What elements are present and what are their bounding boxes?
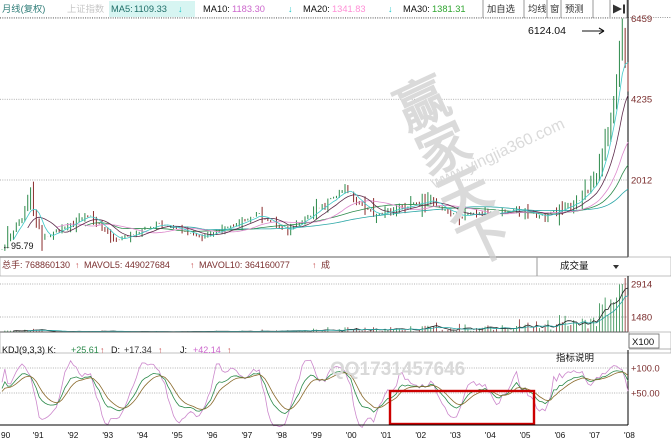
svg-text:↓: ↓: [288, 4, 293, 14]
svg-text:↑: ↑: [227, 345, 231, 355]
svg-text:+100.0: +100.0: [631, 363, 660, 373]
svg-text:4235: 4235: [631, 95, 652, 106]
svg-text:指标说明: 指标说明: [556, 352, 594, 364]
svg-text:1109.33: 1109.33: [134, 4, 167, 14]
svg-text:成: 成: [321, 259, 330, 270]
svg-text:QQ1731457646: QQ1731457646: [330, 359, 465, 380]
svg-text:MAVOL10: 364160077: MAVOL10: 364160077: [199, 260, 290, 270]
svg-text:总手: 768860130: 总手: 768860130: [2, 259, 70, 270]
svg-text:'04: '04: [485, 430, 496, 440]
svg-text:MA30:: MA30:: [403, 4, 430, 14]
svg-text:↑: ↑: [75, 260, 79, 270]
svg-text:↑: ↑: [190, 260, 194, 270]
svg-text:'07: '07: [589, 430, 600, 440]
svg-text:MAVOL5: 449027684: MAVOL5: 449027684: [84, 260, 170, 270]
svg-text:1183.30: 1183.30: [232, 4, 265, 14]
svg-text:'01: '01: [381, 430, 392, 440]
svg-text:'99: '99: [311, 430, 322, 440]
svg-text:'00: '00: [346, 430, 357, 440]
svg-text:加自选: 加自选: [487, 3, 515, 14]
svg-text:2914: 2914: [631, 279, 652, 290]
svg-text:J:: J:: [180, 345, 187, 355]
svg-text:6459: 6459: [631, 14, 652, 25]
svg-text:月线(复权): 月线(复权): [2, 3, 45, 14]
svg-text:+42.14: +42.14: [193, 345, 221, 355]
svg-text:1480: 1480: [631, 312, 652, 323]
svg-text:1341.83: 1341.83: [332, 4, 366, 14]
svg-text:←95.79: ←95.79: [2, 241, 34, 251]
svg-text:'95: '95: [172, 430, 183, 440]
svg-text:'91: '91: [33, 430, 44, 440]
svg-text:MA5:: MA5:: [111, 4, 133, 14]
svg-text:'08: '08: [624, 430, 635, 440]
svg-text:KDJ(9,3,3) K:: KDJ(9,3,3) K:: [2, 345, 56, 355]
svg-text:MA10:: MA10:: [203, 4, 230, 14]
svg-text:↓: ↓: [388, 4, 393, 14]
svg-text:↓: ↓: [178, 4, 183, 14]
svg-text:'98: '98: [276, 430, 287, 440]
svg-text:+25.61: +25.61: [71, 345, 99, 355]
svg-text:MA20:: MA20:: [303, 4, 330, 14]
svg-text:'02: '02: [415, 430, 426, 440]
svg-text:'92: '92: [68, 430, 79, 440]
svg-text:↑: ↑: [158, 345, 162, 355]
svg-text:↑: ↑: [100, 345, 104, 355]
svg-text:'03: '03: [450, 430, 461, 440]
svg-text:6124.04: 6124.04: [528, 25, 566, 37]
svg-text:上证指数: 上证指数: [67, 3, 105, 14]
svg-text:+17.34: +17.34: [124, 345, 152, 355]
svg-text:↑: ↑: [312, 260, 316, 270]
svg-text:预测: 预测: [565, 4, 584, 14]
svg-text:'05: '05: [520, 430, 531, 440]
svg-text:1381.31: 1381.31: [432, 4, 466, 14]
svg-text:X100: X100: [632, 337, 654, 348]
svg-text:成交量: 成交量: [560, 260, 589, 272]
svg-text:D:: D:: [111, 345, 120, 355]
svg-text:'97: '97: [241, 430, 252, 440]
svg-text:均线: 均线: [528, 3, 547, 14]
svg-text:90: 90: [1, 430, 11, 440]
svg-text:+50.00: +50.00: [631, 388, 660, 398]
svg-text:2012: 2012: [631, 175, 652, 186]
svg-text:'06: '06: [554, 430, 565, 440]
svg-text:'94: '94: [137, 430, 148, 440]
svg-text:'96: '96: [207, 430, 218, 440]
svg-text:窗: 窗: [550, 3, 559, 14]
svg-text:'93: '93: [102, 430, 113, 440]
